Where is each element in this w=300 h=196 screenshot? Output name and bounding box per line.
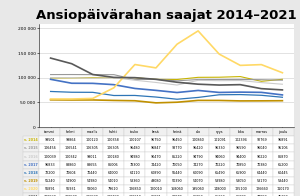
Title: Ansiopäivärahan saajat 2014–2021: Ansiopäivärahan saajat 2014–2021 [36,9,297,22]
